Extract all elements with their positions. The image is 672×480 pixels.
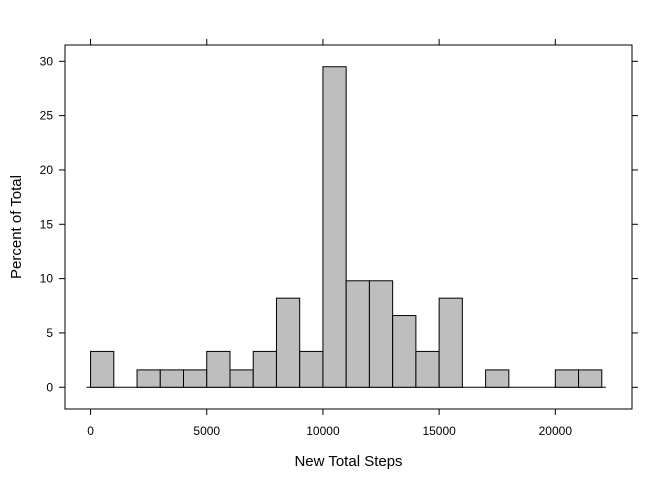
y-tick-label: 30 [40,54,54,68]
y-tick-label: 0 [46,380,53,394]
bars-group [86,66,606,388]
y-tick-label: 5 [46,326,53,340]
histogram-bar [415,350,440,388]
histogram-bar [206,350,231,388]
histogram-bar [485,369,510,388]
ticks-group: 0 5000 10000 15000 20000 0 5 10 15 20 25 30 [40,39,638,438]
histogram-bar [275,297,301,388]
histogram-bar [438,297,463,388]
y-tick-label: 10 [40,272,54,286]
x-tick-label: 10000 [306,424,340,438]
plot-frame [64,44,633,410]
x-tick-label: 0 [87,424,94,438]
x-axis-title: New Total Steps [294,453,402,470]
histogram-bar [345,280,370,388]
histogram-bar [159,369,185,388]
x-tick-label: 5000 [193,424,220,438]
y-tick-label: 15 [40,217,54,231]
x-tick-label: 15000 [422,424,456,438]
x-tick-label: 20000 [539,424,573,438]
histogram-bar [368,280,394,388]
histogram-bar [252,350,277,388]
histogram-bar [392,315,417,388]
histogram-bar [183,369,208,388]
histogram-bar [136,369,161,388]
histogram-bar [554,369,580,388]
histogram-bar [229,369,254,388]
y-tick-label: 20 [40,163,54,177]
histogram-bar [90,350,115,388]
histogram-bar [578,369,603,388]
histogram-bar [322,66,347,388]
y-tick-label: 25 [40,109,54,123]
histogram-bar [299,350,324,388]
y-axis-title: Percent of Total [8,175,25,279]
